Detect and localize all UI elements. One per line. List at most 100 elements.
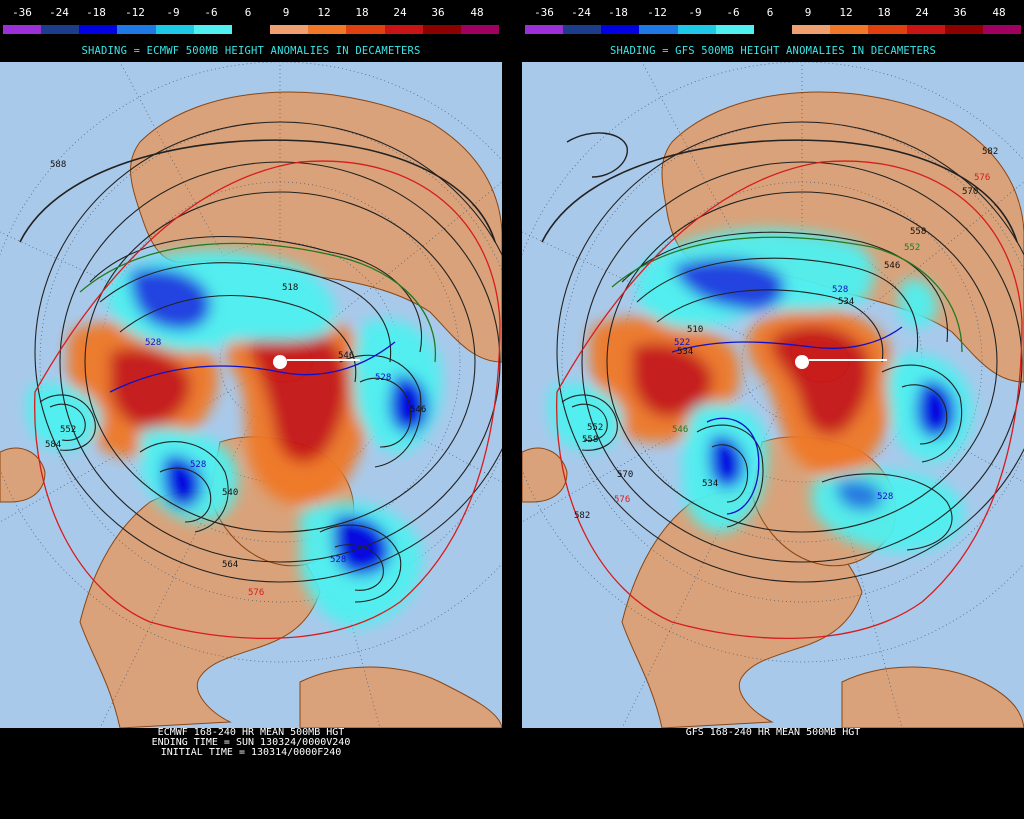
- contour-label: 534: [838, 297, 854, 307]
- scale-label: -9: [688, 6, 702, 19]
- contour-label: 546: [884, 261, 900, 271]
- caption-line-product: GFS 168-240 HR MEAN 500MB HGT: [685, 727, 861, 738]
- positive-anomaly-west-core: [632, 343, 713, 418]
- scale-swatch: [193, 25, 232, 34]
- contour-label: 528: [145, 338, 161, 348]
- caption-line-ending-time: ENDING TIME = SUN 130324/0000V240: [151, 737, 351, 748]
- anomaly-scale-labels: -36 -24 -18 -12 -9 -6 6 9 12 18 24 36 48: [0, 6, 502, 20]
- scale-label: 18: [355, 6, 369, 19]
- anomaly-color-scale: [3, 25, 500, 34]
- scale-swatch: [906, 25, 945, 34]
- anomaly-color-scale: [525, 25, 1022, 34]
- contour-label: 546: [672, 425, 688, 435]
- scale-label: 6: [766, 6, 774, 19]
- contour-label: 552: [60, 425, 76, 435]
- contour-label: 518: [282, 283, 298, 293]
- scale-swatch: [868, 25, 907, 34]
- contour-label: 588: [50, 160, 66, 170]
- caption-line-2: [522, 738, 1024, 748]
- scale-swatch: [155, 25, 194, 34]
- scale-swatch: [41, 25, 80, 34]
- scale-label: -18: [86, 6, 106, 19]
- contour-label: 570: [962, 187, 978, 197]
- map-subtitle: SHADING = ECMWF 500MB HEIGHT ANOMALIES I…: [81, 45, 421, 57]
- contour-label: 528: [330, 555, 346, 565]
- contour-label: 570: [617, 470, 633, 480]
- scale-swatch: [601, 25, 640, 34]
- scale-swatch: [677, 25, 716, 34]
- scale-swatch: [308, 25, 347, 34]
- scale-swatch: [715, 25, 754, 34]
- contour-label: 576: [248, 588, 264, 598]
- contour-label: 558: [582, 435, 598, 445]
- contour-label: 582: [574, 511, 590, 521]
- scale-label: -18: [608, 6, 628, 19]
- contour-labels: 588 518 528 546 528 552 528 540 564 576 …: [45, 160, 426, 598]
- caption-line-3: [522, 748, 1024, 758]
- north-pole-marker: [273, 355, 287, 369]
- ecmwf-panel: -36 -24 -18 -12 -9 -6 6 9 12 18 24 36 48…: [0, 0, 502, 819]
- scale-label: 24: [393, 6, 407, 19]
- gfs-polar-map: 582 576 570 558 552 546 528 534 510 522 …: [522, 62, 1024, 728]
- caption-line-product: ECMWF 168-240 HR MEAN 500MB HGT: [157, 727, 345, 738]
- contour-label: 534: [702, 479, 718, 489]
- scale-label: -36: [12, 6, 32, 19]
- scale-swatch: [830, 25, 869, 34]
- scale-label: 24: [915, 6, 929, 19]
- positive-anomaly-west-core: [110, 348, 191, 428]
- landmass-south-america: [299, 666, 502, 728]
- scale-label: 6: [244, 6, 252, 19]
- contour-label: 528: [190, 460, 206, 470]
- contour-label: 576: [614, 495, 630, 505]
- ecmwf-polar-map: 588 518 528 546 528 552 528 540 564 576 …: [0, 62, 502, 728]
- scale-label: 18: [877, 6, 891, 19]
- scale-label: -24: [49, 6, 69, 19]
- north-pole-marker: [795, 355, 809, 369]
- contour-label: 540: [222, 488, 238, 498]
- scale-label: 12: [839, 6, 853, 19]
- scale-swatch: [460, 25, 500, 34]
- scale-label: 9: [282, 6, 290, 19]
- contour-label: 564: [222, 560, 238, 570]
- landmass-scandinavia: [0, 447, 46, 503]
- map-caption: ECMWF 168-240 HR MEAN 500MB HGT ENDING T…: [0, 728, 502, 758]
- negative-anomaly-eurasia-east: [898, 278, 938, 328]
- negative-anomaly-siberia-core: [130, 268, 211, 331]
- scale-label: -24: [571, 6, 591, 19]
- scale-swatch: [384, 25, 423, 34]
- contour-label: 546: [410, 405, 426, 415]
- scale-swatch: [525, 25, 564, 34]
- scale-swatch: [270, 25, 309, 34]
- height-contours: [19, 121, 502, 603]
- scale-swatch: [231, 25, 271, 34]
- scale-label: 36: [431, 6, 445, 19]
- contour-label: 576: [974, 173, 990, 183]
- contour-label: 582: [982, 147, 998, 157]
- highlight-contours: [556, 160, 1023, 640]
- contour-label: 510: [687, 325, 703, 335]
- negative-anomaly-europe-core: [916, 380, 956, 438]
- map-caption: GFS 168-240 HR MEAN 500MB HGT: [522, 728, 1024, 758]
- scale-label: -36: [534, 6, 554, 19]
- landmass-south-america: [841, 666, 1024, 728]
- contour-label: 528: [375, 373, 391, 383]
- scale-label: 9: [804, 6, 812, 19]
- anomaly-scale-labels: -36 -24 -18 -12 -9 -6 6 9 12 18 24 36 48: [522, 6, 1024, 20]
- scale-swatch: [79, 25, 118, 34]
- height-contours: [541, 121, 1024, 583]
- highlight-contours: [34, 160, 501, 640]
- negative-anomaly-siberia-core: [672, 258, 785, 311]
- contour-labels: 582 576 570 558 552 546 528 534 510 522 …: [574, 147, 998, 521]
- map-subtitle: SHADING = GFS 500MB HEIGHT ANOMALIES IN …: [609, 45, 937, 57]
- contour-label: 522: [674, 338, 690, 348]
- scale-label: 12: [317, 6, 331, 19]
- contour-label: 528: [832, 285, 848, 295]
- contour-label: 534: [677, 347, 693, 357]
- scale-swatch: [563, 25, 602, 34]
- scale-swatch: [753, 25, 793, 34]
- scale-swatch: [982, 25, 1022, 34]
- contour-label: 584: [45, 440, 61, 450]
- panel-divider: [502, 0, 522, 819]
- landmass-eurasia: [130, 91, 502, 363]
- positive-anomaly-central-core: [772, 325, 871, 436]
